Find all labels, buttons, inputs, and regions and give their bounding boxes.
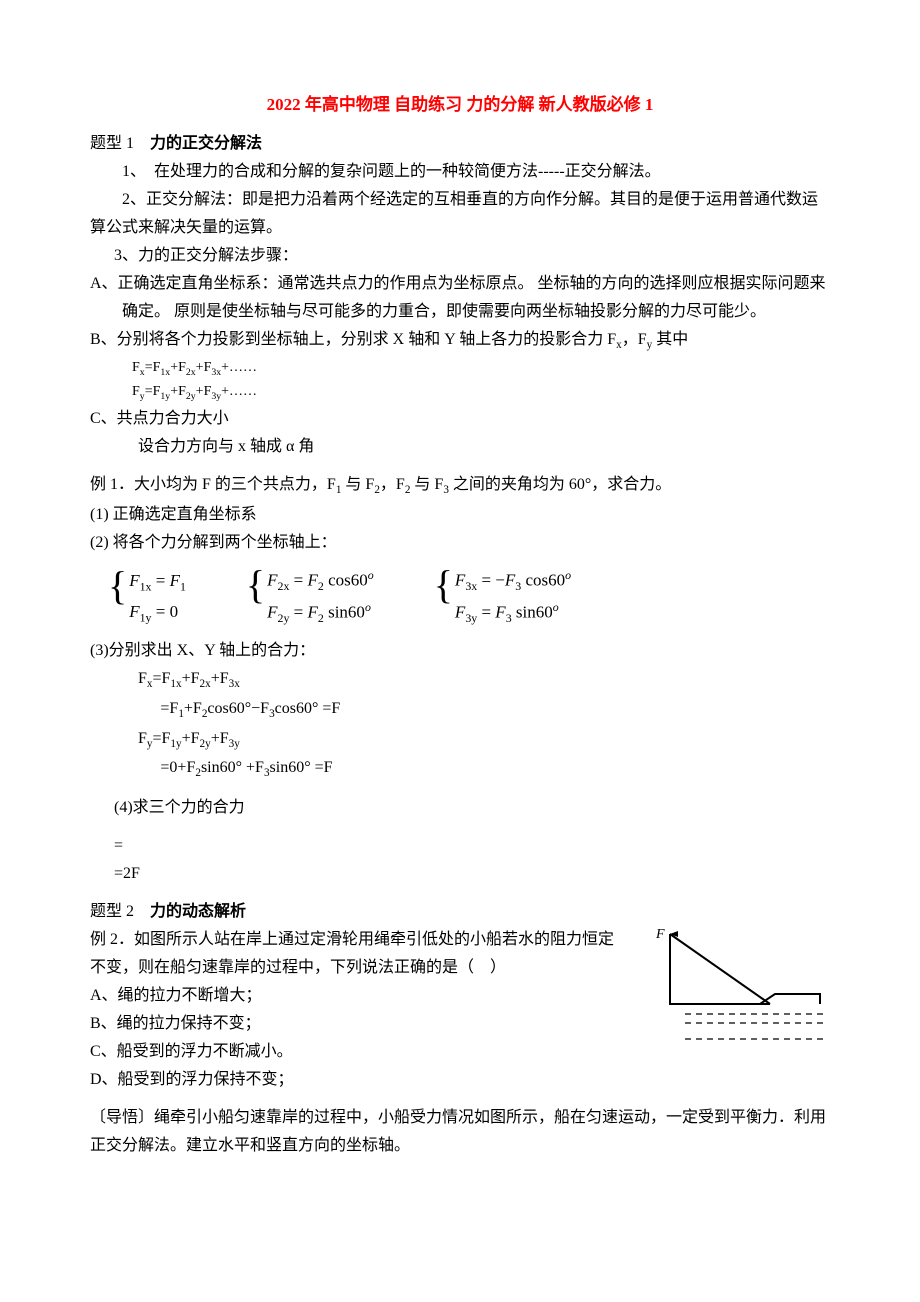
- ex2-opt-c: C、船受到的浮力不断减小。: [90, 1038, 628, 1066]
- example-2-row: 例 2．如图所示人站在岸上通过定滑轮用绳牵引低处的小船若水的阻力恒定不变，则在船…: [90, 926, 830, 1094]
- pulley-diagram: F: [640, 926, 830, 1046]
- s1-p2: 2、正交分解法：即是把力沿着两个经选定的互相垂直的方向作分解。其目的是便于运用普…: [90, 186, 830, 242]
- rope: [670, 934, 770, 1004]
- ex1-l3d: =0+F2sin60° +F3sin60° =F: [90, 754, 830, 784]
- ex1-eq4a: =: [90, 832, 830, 860]
- force-label: F: [655, 927, 665, 942]
- ex1-title: 例 1．大小均为 F 的三个共点力，F1 与 F2，F2 与 F3 之间的夹角均…: [90, 471, 830, 501]
- ex1-step1: (1) 正确选定直角坐标系: [90, 501, 830, 529]
- s1-c: C、共点力合力大小: [90, 405, 830, 433]
- section-1-heading: 题型 1 力的正交分解法: [90, 130, 830, 158]
- s1-p3: 3、力的正交分解法步骤：: [90, 242, 830, 270]
- ex1-eq4b: =2F: [90, 860, 830, 888]
- brace-1: { F1x = F1 F1y = 0: [108, 566, 186, 628]
- ex1-equations: { F1x = F1 F1y = 0 { F2x = F2 cos60o F2y…: [108, 565, 830, 629]
- ex1-step3: (3)分别求出 X、Y 轴上的合力：: [90, 637, 830, 665]
- ex1-l3a: Fx=F1x+F2x+F3x: [90, 665, 830, 695]
- ex2-opt-a: A、绳的拉力不断增大；: [90, 982, 628, 1010]
- s1-c2: 设合力方向与 x 轴成 α 角: [90, 433, 830, 461]
- ex1-l3b: =F1+F2cos60°−F3cos60° =F: [90, 695, 830, 725]
- ex2-hint: 〔导悟〕绳牵引小船匀速靠岸的过程中，小船受力情况如图所示，船在匀速运动，一定受到…: [90, 1104, 830, 1160]
- s1-b: B、分别将各个力投影到坐标轴上，分别求 X 轴和 Y 轴上各力的投影合力 Fx，…: [90, 326, 830, 356]
- brace-3: { F3x = −F3 cos60o F3y = F3 sin60o: [434, 565, 571, 629]
- s1-b-fx: Fx=F1x+F2x+F3x+……: [90, 356, 830, 381]
- ex1-step4: (4)求三个力的合力: [90, 794, 830, 822]
- ex2-stem: 例 2．如图所示人站在岸上通过定滑轮用绳牵引低处的小船若水的阻力恒定不变，则在船…: [90, 926, 628, 982]
- section-2-heading: 题型 2 力的动态解析: [90, 898, 830, 926]
- s1-p1: 1、 在处理力的合成和分解的复杂问题上的一种较简便方法-----正交分解法。: [90, 158, 830, 186]
- ex2-opt-b: B、绳的拉力保持不变；: [90, 1010, 628, 1038]
- s1-b-fy: Fy=F1y+F2y+F3y+……: [90, 380, 830, 405]
- ex2-opt-d: D、船受到的浮力保持不变；: [90, 1066, 628, 1094]
- section-1-prefix: 题型 1: [90, 135, 134, 152]
- section-1-title: 力的正交分解法: [150, 135, 262, 152]
- section-2-prefix: 题型 2: [90, 903, 134, 920]
- s1-a: A、正确选定直角坐标系：通常选共点力的作用点为坐标原点。 坐标轴的方向的选择则应…: [90, 270, 830, 326]
- ex1-l3c: Fy=F1y+F2y+F3y: [90, 725, 830, 755]
- brace-2: { F2x = F2 cos60o F2y = F2 sin60o: [246, 565, 374, 629]
- doc-title: 2022 年高中物理 自助练习 力的分解 新人教版必修 1: [90, 90, 830, 120]
- section-2-title: 力的动态解析: [150, 903, 246, 920]
- ex1-step2: (2) 将各个力分解到两个坐标轴上：: [90, 529, 830, 557]
